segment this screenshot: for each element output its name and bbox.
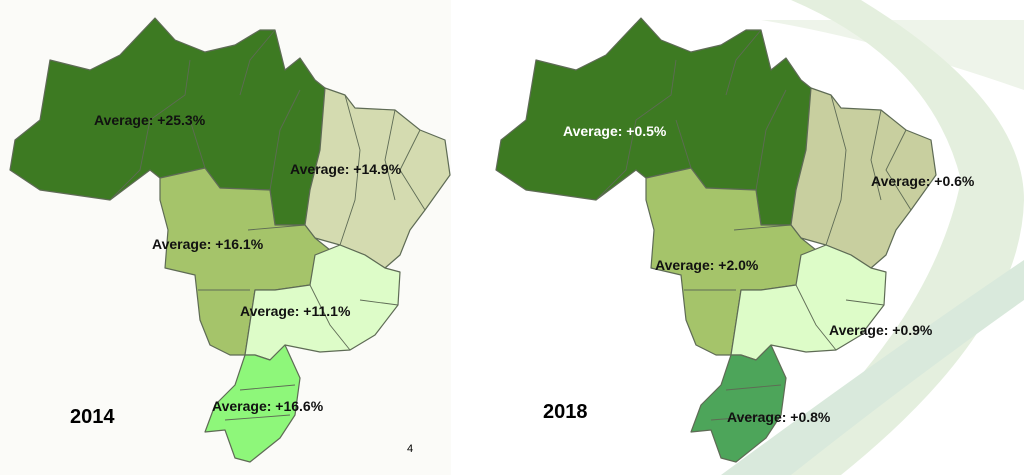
label-southeast-2018: Average: +0.9% xyxy=(829,322,933,338)
label-south-2014: Average: +16.6% xyxy=(212,398,324,414)
panel-divider xyxy=(451,0,461,475)
label-southeast-2014: Average: +11.1% xyxy=(240,303,351,319)
brazil-map-2018: 2018 Average: +0.5% Average: +0.6% Avera… xyxy=(495,0,1024,475)
map-panel-2014: 2014 4 Average: +25.3% Average: +14.9% A… xyxy=(0,0,451,475)
label-north-2018: Average: +0.5% xyxy=(563,123,667,139)
background-swoosh xyxy=(721,0,1024,475)
region-south xyxy=(204,344,301,463)
region-northeast xyxy=(790,87,937,269)
map-panel-2018: 2018 Average: +0.5% Average: +0.6% Avera… xyxy=(461,0,1024,475)
year-label-2018: 2018 xyxy=(543,401,588,423)
label-northeast-2014: Average: +14.9% xyxy=(290,161,402,177)
label-centerwest-2014: Average: +16.1% xyxy=(152,236,264,252)
year-label-2014: 2014 xyxy=(70,406,115,428)
label-south-2018: Average: +0.8% xyxy=(727,409,831,425)
region-southeast xyxy=(244,244,401,361)
label-north-2014: Average: +25.3% xyxy=(94,112,206,128)
label-northeast-2018: Average: +0.6% xyxy=(871,173,975,189)
label-centerwest-2018: Average: +2.0% xyxy=(655,257,759,273)
region-south xyxy=(690,344,787,463)
region-northeast xyxy=(304,87,451,269)
page-number: 4 xyxy=(407,443,413,455)
brazil-map-2014: 2014 4 Average: +25.3% Average: +14.9% A… xyxy=(9,17,451,463)
region-southeast xyxy=(730,244,887,361)
